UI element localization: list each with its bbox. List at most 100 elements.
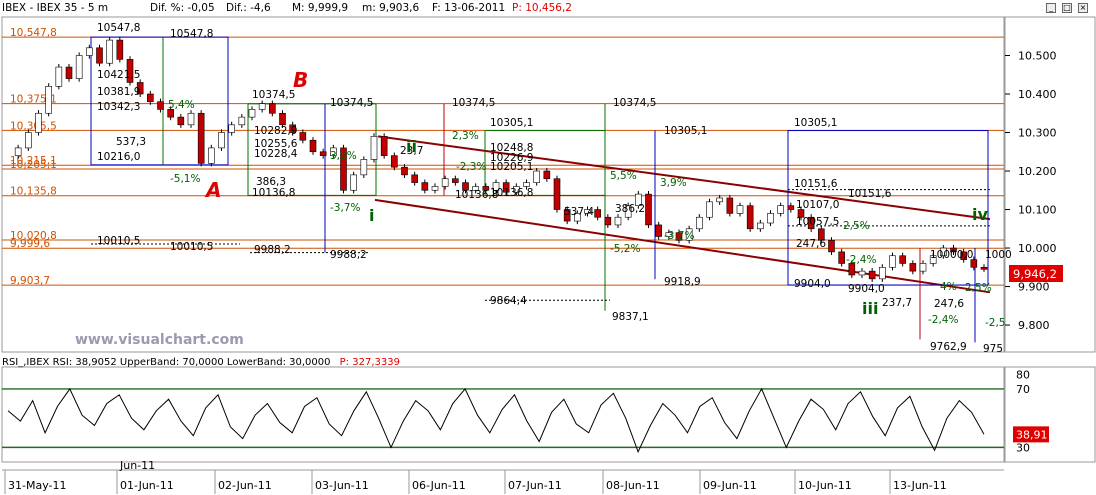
annotation-label: 10010,5 <box>97 235 140 247</box>
annotation-label: 10421,5 <box>97 69 140 81</box>
rsi-panel-frame <box>1 366 1005 463</box>
candle <box>431 186 439 191</box>
annotation-label: 2,5% <box>965 282 992 294</box>
wave-label: B <box>293 68 308 92</box>
candle <box>635 193 642 206</box>
annotation-label: 5,4% <box>168 99 195 111</box>
annotation-label: 537,3 <box>116 136 146 148</box>
candle <box>248 109 256 118</box>
annotation-label: 10342,3 <box>97 101 140 113</box>
level-label: 10,135,8 <box>10 186 57 198</box>
y-tick-label: 10.200 <box>1018 165 1057 178</box>
date-month-label: Jun-11 <box>119 459 155 472</box>
annotation-label: 247,6 <box>934 298 964 310</box>
date-tick-label: 03-Jun-11 <box>315 479 369 492</box>
annotation-label: -2,3% <box>456 161 486 173</box>
y-tick-label: 10.400 <box>1018 88 1057 101</box>
annotation-label: 23,7 <box>400 145 423 157</box>
level-label: 10,020,8 <box>10 230 57 242</box>
candle <box>55 66 63 87</box>
chart-title-bar: IBEX - IBEX 35 - 5 m Dif. %: -0,05 Dif.:… <box>0 0 1096 16</box>
candle <box>553 178 561 210</box>
candle <box>797 209 805 218</box>
max-label: M: 9,999,9 <box>292 2 349 14</box>
annotation-label: -2,4% <box>846 254 876 266</box>
close-icon[interactable]: × <box>1078 3 1088 13</box>
candle <box>65 66 73 79</box>
level-label: 9,903,7 <box>10 275 50 287</box>
annotation-label: 9918,9 <box>664 276 701 288</box>
candle <box>126 59 134 83</box>
annotation-label: -5,2% <box>610 243 640 255</box>
annotation-label: 10305,1 <box>490 117 533 129</box>
date-tick-label: 10-Jun-11 <box>798 479 852 492</box>
level-label: 10,305,5 <box>10 120 57 132</box>
annotation-label: 3,9% <box>330 150 357 162</box>
annotation-label: -2,5 <box>985 317 1006 329</box>
candle <box>157 101 164 110</box>
candle <box>116 39 124 60</box>
candle <box>716 197 723 203</box>
annotation-label: 10000,0 <box>930 249 973 261</box>
annotation-label: 10226,9 <box>490 152 533 164</box>
y-tick-label: 9.800 <box>1018 319 1050 332</box>
wave-label: iv <box>972 205 988 224</box>
channel-lower-line <box>374 198 991 294</box>
annotation-label: 237,7 <box>882 297 912 309</box>
candle <box>177 116 185 126</box>
candle <box>421 182 429 191</box>
candle <box>655 224 662 237</box>
candle <box>228 124 235 133</box>
candle <box>462 182 469 191</box>
annotation-label: 10136,8 <box>455 189 498 201</box>
rsi-axis-frame <box>1004 366 1096 463</box>
annotation-label: 10374,5 <box>252 89 295 101</box>
date-tick-label: 31-May-11 <box>8 479 66 492</box>
candle <box>330 147 337 156</box>
dif-pct-label: Dif. %: -0,05 <box>150 2 215 14</box>
annotation-label: 10282,9 <box>254 125 297 137</box>
candle <box>950 247 957 253</box>
candle <box>472 186 479 191</box>
candle <box>96 47 103 64</box>
candle <box>147 93 154 103</box>
annotation-label: 10216,0 <box>97 151 140 163</box>
annotation-label: 10374,5 <box>330 97 373 109</box>
candle <box>838 251 845 264</box>
y-tick-label: 10.500 <box>1018 50 1057 63</box>
annotation-label: 9864,4 <box>490 295 527 307</box>
candle <box>208 147 215 164</box>
candle <box>45 86 52 114</box>
candle <box>584 209 591 214</box>
rsi-y-tick-label: 30 <box>1016 441 1030 454</box>
annotation-label: 10205,1 <box>490 161 533 173</box>
candle <box>167 109 174 118</box>
candle <box>696 216 703 230</box>
annotation-label: 10374,5 <box>452 97 495 109</box>
candle <box>35 112 42 133</box>
y-tick-label: 10.100 <box>1018 204 1057 217</box>
candle <box>899 255 906 264</box>
candle <box>970 259 978 268</box>
y-tick-label: 10.000 <box>1018 242 1057 255</box>
candle <box>706 201 713 218</box>
annotation-label: 10547,8 <box>97 22 140 34</box>
annotation-label: 10107,0 <box>796 199 839 211</box>
date-tick-label: 09-Jun-11 <box>703 479 757 492</box>
minimize-icon[interactable]: _ <box>1046 3 1056 13</box>
annotation-label: -5,1% <box>170 173 200 185</box>
candle <box>279 112 286 126</box>
candle <box>980 266 988 270</box>
candle <box>645 193 652 226</box>
candle <box>563 209 571 222</box>
annotation-label: 10151,6 <box>794 178 838 190</box>
annotation-label: 3,9% <box>660 177 687 189</box>
annotation-label: 10136,8 <box>252 187 295 199</box>
candle <box>858 270 866 276</box>
rsi-y-tick-label: 80 <box>1016 368 1030 381</box>
maximize-icon[interactable]: □ <box>1062 3 1072 13</box>
level-label: 10,547,8 <box>10 27 57 39</box>
level-label: 9,999,6 <box>10 238 50 250</box>
annotation-label: 10010,5 <box>170 241 213 253</box>
